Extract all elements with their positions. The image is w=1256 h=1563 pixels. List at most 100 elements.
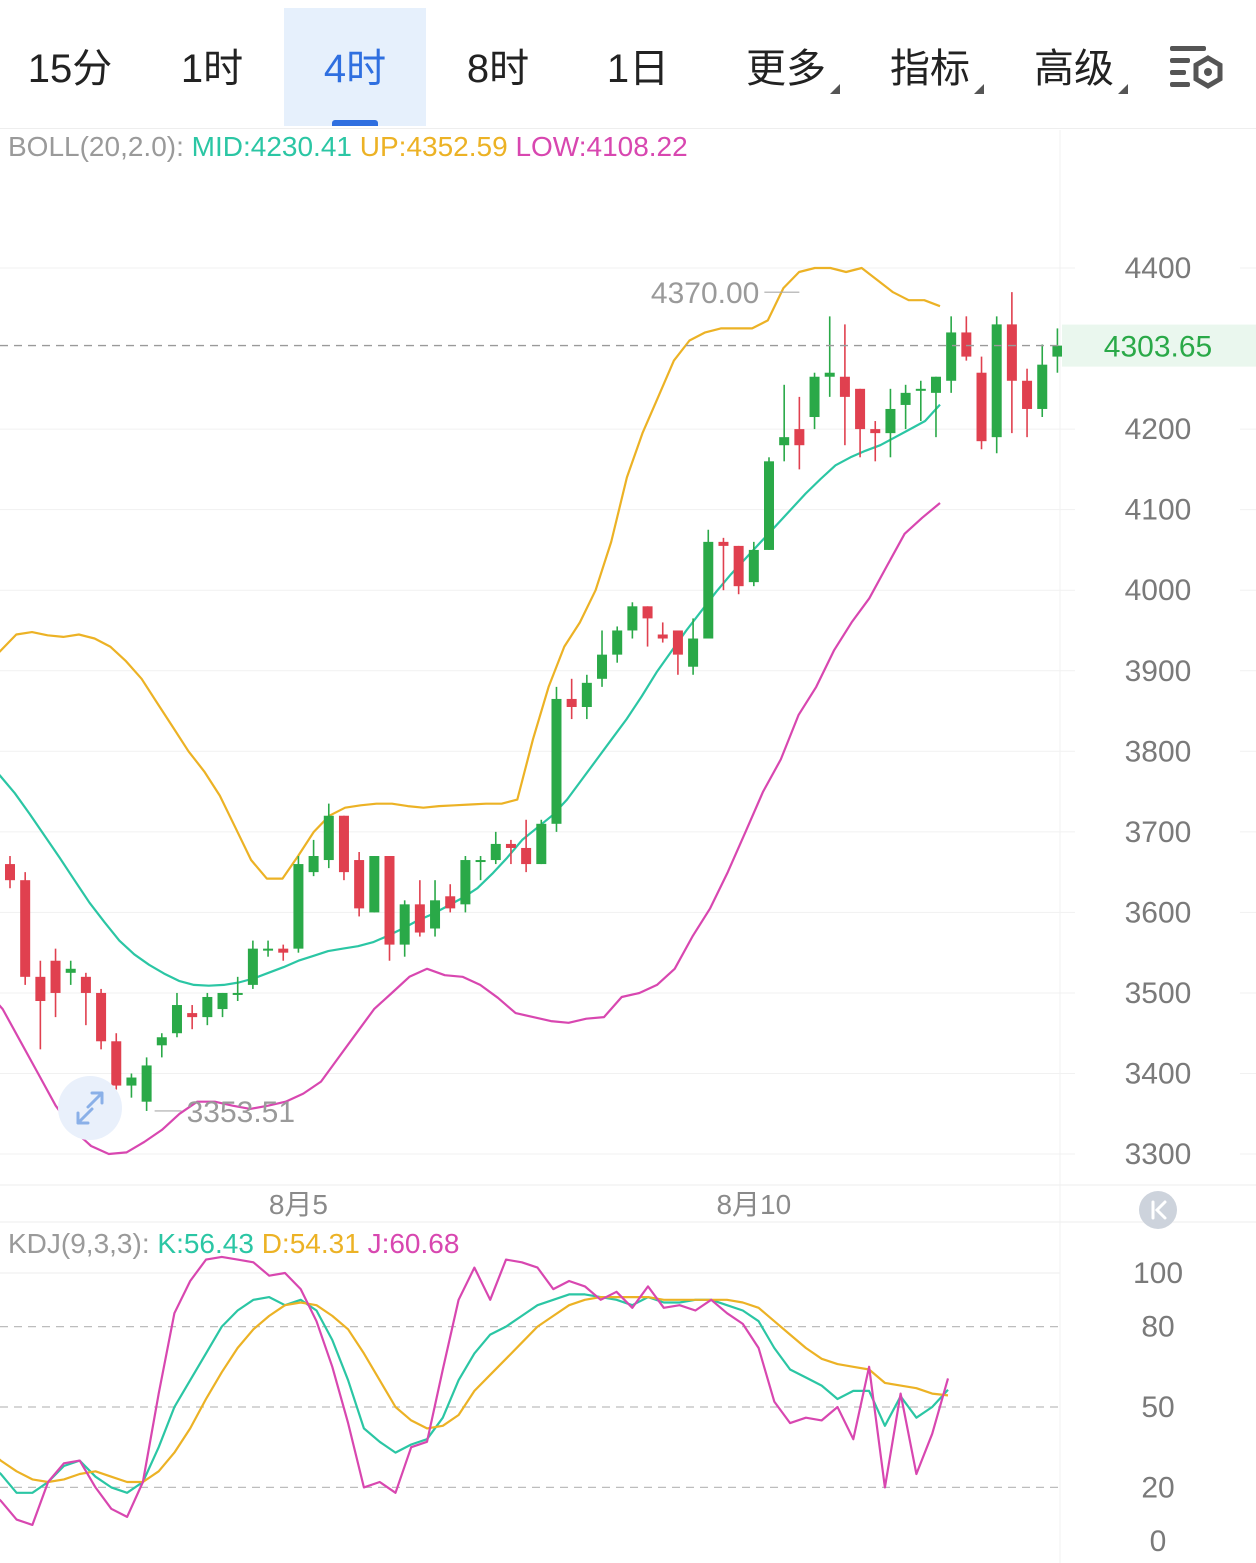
candle-down <box>5 864 15 881</box>
tab-15min[interactable]: 15分 <box>10 8 130 126</box>
candle-down <box>718 541 729 546</box>
candle-up <box>323 815 334 861</box>
candle-up <box>308 856 319 873</box>
boll-up-value: UP:4352.59 <box>359 131 508 162</box>
kdj-tick-label: 20 <box>1141 1471 1174 1504</box>
tab-4h[interactable]: 4时 <box>284 8 426 126</box>
expand-chart-icon[interactable] <box>58 1076 122 1140</box>
boll-up-line <box>0 266 941 880</box>
dropdown-label: 高级 <box>1034 47 1114 91</box>
min-price-marker: 3353.51 <box>187 1096 295 1129</box>
price-tick-label: 3400 <box>1125 1058 1192 1091</box>
candle-down <box>338 815 349 873</box>
tab-1h[interactable]: 1时 <box>150 8 274 126</box>
candle-up <box>202 996 213 1018</box>
candle-up <box>1052 345 1063 357</box>
price-tick-label: 4400 <box>1125 252 1192 285</box>
candle-down <box>1006 324 1017 381</box>
max-price-marker: 4370.00 <box>651 277 759 310</box>
candle-up <box>885 408 896 434</box>
candle-up <box>764 461 774 550</box>
candle-down <box>976 372 987 442</box>
kdj-tick-label: 50 <box>1141 1391 1174 1424</box>
tab-label: 1日 <box>606 47 670 91</box>
candle-up <box>460 860 471 905</box>
price-tick-label: 4000 <box>1125 574 1192 607</box>
price-tick-label: 4200 <box>1125 413 1192 446</box>
price-tick-label: 3800 <box>1125 735 1192 768</box>
candle-up <box>597 654 608 679</box>
tab-label: 4时 <box>323 47 387 91</box>
candle-up <box>293 864 304 949</box>
dropdown-label: 更多 <box>746 47 826 91</box>
tab-1d[interactable]: 1日 <box>576 8 700 126</box>
more-dropdown[interactable]: 更多 <box>730 8 856 126</box>
candle-down <box>839 376 850 397</box>
candle-down <box>794 429 805 446</box>
tab-8h[interactable]: 8时 <box>436 8 560 126</box>
candle-up <box>991 324 1002 438</box>
price-tick-label: 3300 <box>1125 1138 1192 1171</box>
candle-up <box>65 968 76 973</box>
candle-down <box>187 1013 198 1018</box>
candle-down <box>111 1041 122 1086</box>
candle-up <box>779 437 790 446</box>
candle-up <box>247 948 258 985</box>
kdj-k-line <box>0 1293 949 1494</box>
candle-down <box>414 904 425 933</box>
candle-up <box>217 992 228 1010</box>
tab-label: 1时 <box>180 47 244 91</box>
candle-up <box>369 856 380 913</box>
dropdown-label: 指标 <box>890 47 970 91</box>
candle-up <box>900 392 911 405</box>
candle-up <box>748 549 759 583</box>
kdj-j-value: J:60.68 <box>367 1228 460 1259</box>
candle-up <box>703 541 714 639</box>
kdj-name: KDJ(9,3,3): <box>8 1228 150 1259</box>
candle-up <box>627 606 638 631</box>
indicators-dropdown[interactable]: 指标 <box>874 8 1000 126</box>
candle-up <box>430 900 441 929</box>
candle-up <box>915 388 926 391</box>
price-tick-label: 3600 <box>1125 896 1192 929</box>
candle-up <box>263 948 274 951</box>
candle-down <box>96 992 107 1042</box>
candle-up <box>232 992 243 995</box>
advanced-dropdown[interactable]: 高级 <box>1018 8 1144 126</box>
candle-up <box>824 372 835 377</box>
candle-up <box>930 376 941 393</box>
candle-up <box>809 376 820 418</box>
kdj-d-value: D:54.31 <box>261 1228 360 1259</box>
candle-up <box>946 332 957 381</box>
kdj-tick-label: 80 <box>1141 1311 1174 1344</box>
boll-legend: BOLL(20,2.0): MID:4230.41 UP:4352.59 LOW… <box>8 131 688 163</box>
candle-up <box>399 904 410 945</box>
candle-down <box>1022 380 1033 409</box>
interval-toolbar: 15分 1时 4时 8时 1日 更多 指标 高级 <box>0 0 1256 129</box>
candle-down <box>961 332 972 357</box>
dropdown-triangle-icon <box>1118 84 1128 94</box>
date-axis-label: 8月10 <box>716 1189 791 1220</box>
current-price-tag <box>1062 324 1256 367</box>
kdj-j-line <box>0 1255 950 1527</box>
candle-down <box>50 960 61 993</box>
candle-down <box>278 948 289 953</box>
candle-up <box>551 698 562 824</box>
candle-down <box>855 388 866 430</box>
candle-up <box>475 860 486 863</box>
tab-label: 15分 <box>27 47 113 91</box>
candle-up <box>141 1065 152 1102</box>
candle-down <box>870 429 881 434</box>
candle-down <box>733 545 744 587</box>
chevron-left-icon <box>1151 1200 1167 1220</box>
candle-up <box>126 1077 137 1086</box>
price-tick-label: 3700 <box>1125 816 1192 849</box>
candle-up <box>171 1005 182 1034</box>
candle-down <box>657 634 668 639</box>
expand-arrows-icon <box>76 1091 104 1125</box>
boll-name: BOLL(20,2.0): <box>8 131 184 162</box>
candle-up <box>156 1037 167 1046</box>
chart-settings-icon[interactable] <box>1168 42 1226 96</box>
candle-down <box>445 896 456 909</box>
